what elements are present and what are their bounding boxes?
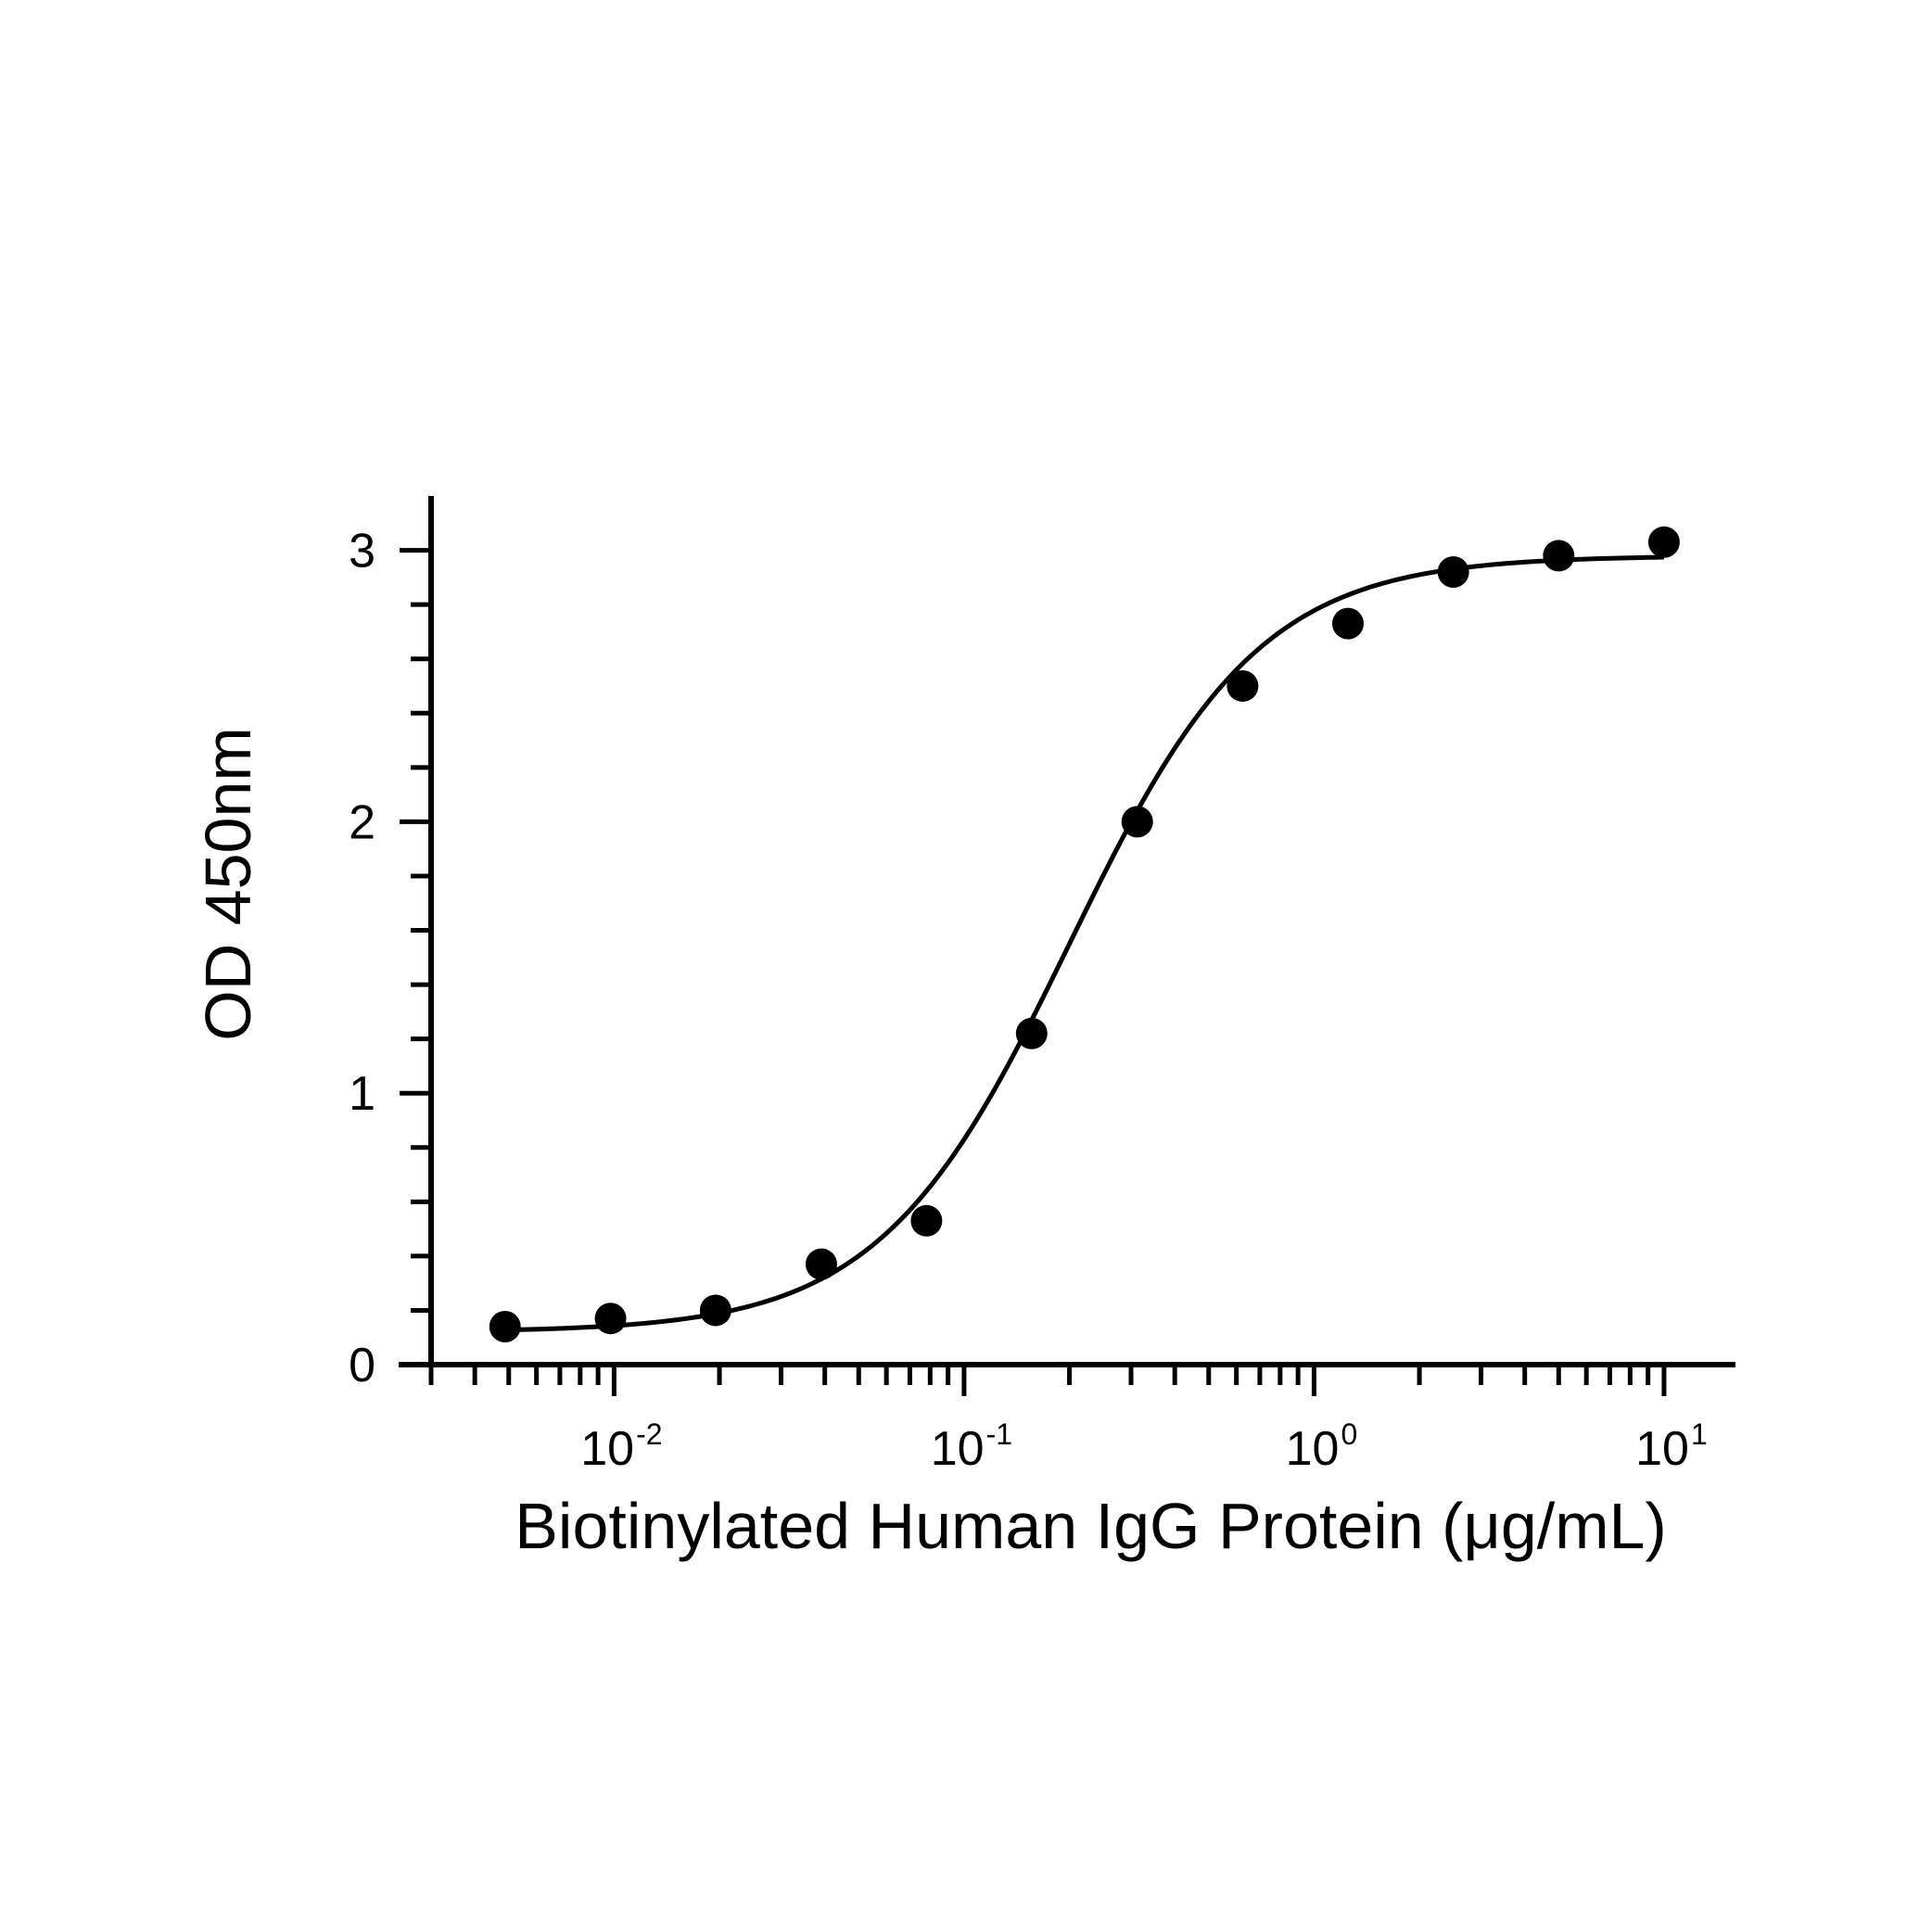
y-tick-label: 3 <box>349 525 375 578</box>
data-points <box>489 526 1680 1343</box>
data-point <box>910 1204 943 1237</box>
fit-curve <box>504 554 1664 1333</box>
data-point <box>1543 540 1575 572</box>
data-point <box>1437 555 1469 588</box>
axes <box>399 496 1735 1367</box>
y-tick-label: 1 <box>349 1067 375 1121</box>
x-ticks: 10-2 10-1 100 101 <box>428 1365 1708 1476</box>
x-tick-label: 10-1 <box>931 1417 1012 1476</box>
y-ticks: 0 1 2 3 <box>349 525 431 1392</box>
fit-curve-layer <box>504 554 1664 1333</box>
data-point <box>1332 607 1365 640</box>
data-point <box>594 1303 627 1335</box>
x-tick-label: 10-2 <box>580 1417 662 1476</box>
data-point <box>1015 1017 1048 1049</box>
data-point <box>1121 806 1153 838</box>
x-tick-label: 100 <box>1286 1417 1358 1476</box>
x-axis-title: Biotinylated Human IgG Protein (μg/mL) <box>515 1490 1667 1562</box>
data-point <box>1647 526 1680 558</box>
data-point <box>805 1248 837 1280</box>
y-tick-label: 0 <box>349 1339 375 1392</box>
y-tick-label: 2 <box>349 795 375 849</box>
y-axis-title: OD 450nm <box>192 727 264 1040</box>
data-point <box>489 1311 521 1343</box>
x-tick-label: 101 <box>1635 1417 1708 1476</box>
data-point <box>699 1294 731 1327</box>
data-point <box>1227 669 1259 702</box>
